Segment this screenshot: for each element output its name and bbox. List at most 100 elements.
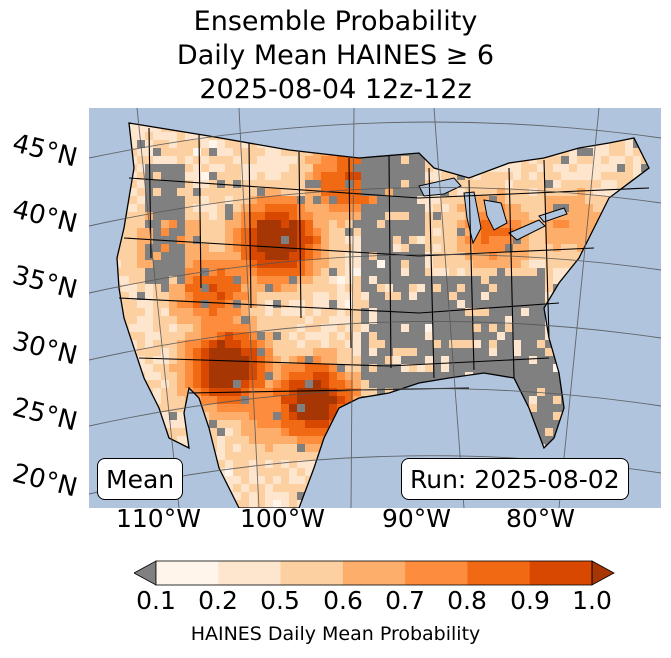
grid-cell [121,276,129,284]
grid-cell [417,300,425,308]
grid-cell [193,156,201,164]
grid-cell [377,180,385,188]
grid-cell [281,372,289,380]
grid-cell [257,364,265,372]
grid-cell [129,300,137,308]
grid-cell [161,300,169,308]
grid-cell [193,164,201,172]
grid-cell [297,460,305,468]
grid-cell [401,228,409,236]
grid-cell [513,300,521,308]
grid-cell [273,436,281,444]
grid-cell [457,180,465,188]
grid-cell [273,276,281,284]
grid-cell [425,196,433,204]
grid-cell [201,404,209,412]
grid-cell [161,316,169,324]
grid-cell [561,204,569,212]
grid-cell [145,196,153,204]
grid-cell [201,380,209,388]
grid-cell [313,348,321,356]
grid-cell [161,388,169,396]
grid-cell [193,340,201,348]
grid-cell [513,220,521,228]
grid-cell [305,324,313,332]
grid-cell [241,268,249,276]
grid-cell [193,228,201,236]
grid-cell [321,356,329,364]
grid-cell [513,188,521,196]
grid-cell [241,196,249,204]
grid-cell [345,292,353,300]
grid-cell [217,348,225,356]
grid-cell [177,308,185,316]
grid-cell [489,308,497,316]
grid-cell [265,396,273,404]
grid-cell [177,236,185,244]
grid-cell [153,348,161,356]
grid-cell [505,276,513,284]
grid-cell [353,220,361,228]
grid-cell [545,260,553,268]
grid-cell [137,212,145,220]
grid-cell [233,324,241,332]
grid-cell [193,132,201,140]
grid-cell [361,388,369,396]
grid-cell [241,396,249,404]
grid-cell [249,324,257,332]
title-line-3: 2025-08-04 12z-12z [199,74,472,105]
grid-cell [201,252,209,260]
grid-cell [457,348,465,356]
grid-cell [249,252,257,260]
grid-cell [177,396,185,404]
grid-cell [265,164,273,172]
grid-cell [201,332,209,340]
grid-cell [433,236,441,244]
grid-cell [297,412,305,420]
grid-cell [137,292,145,300]
grid-cell [249,260,257,268]
grid-cell [313,404,321,412]
grid-cell [257,324,265,332]
grid-cell [289,236,297,244]
grid-cell [233,492,241,500]
grid-cell [385,252,393,260]
grid-cell [241,380,249,388]
grid-cell [569,220,577,228]
grid-cell [401,260,409,268]
grid-cell [513,212,521,220]
grid-cell [289,428,297,436]
grid-cell [185,268,193,276]
grid-cell [377,220,385,228]
grid-cell [233,476,241,484]
grid-cell [241,324,249,332]
grid-cell [433,244,441,252]
grid-cell [361,268,369,276]
grid-cell [377,348,385,356]
grid-cell [305,340,313,348]
grid-cell [233,180,241,188]
grid-cell [361,332,369,340]
grid-cell [249,292,257,300]
grid-cell [505,212,513,220]
grid-cell [297,332,305,340]
grid-cell [121,252,129,260]
grid-cell [153,356,161,364]
grid-cell [529,348,537,356]
grid-cell [377,356,385,364]
grid-cell [217,412,225,420]
grid-cell [249,332,257,340]
grid-cell [505,220,513,228]
grid-cell [289,340,297,348]
grid-cell [457,204,465,212]
grid-cell [305,212,313,220]
grid-cell [337,300,345,308]
grid-cell [281,316,289,324]
grid-cell [297,252,305,260]
grid-cell [441,172,449,180]
grid-cell [241,468,249,476]
grid-cell [209,340,217,348]
grid-cell [305,276,313,284]
grid-cell [257,196,265,204]
grid-cell [153,196,161,204]
